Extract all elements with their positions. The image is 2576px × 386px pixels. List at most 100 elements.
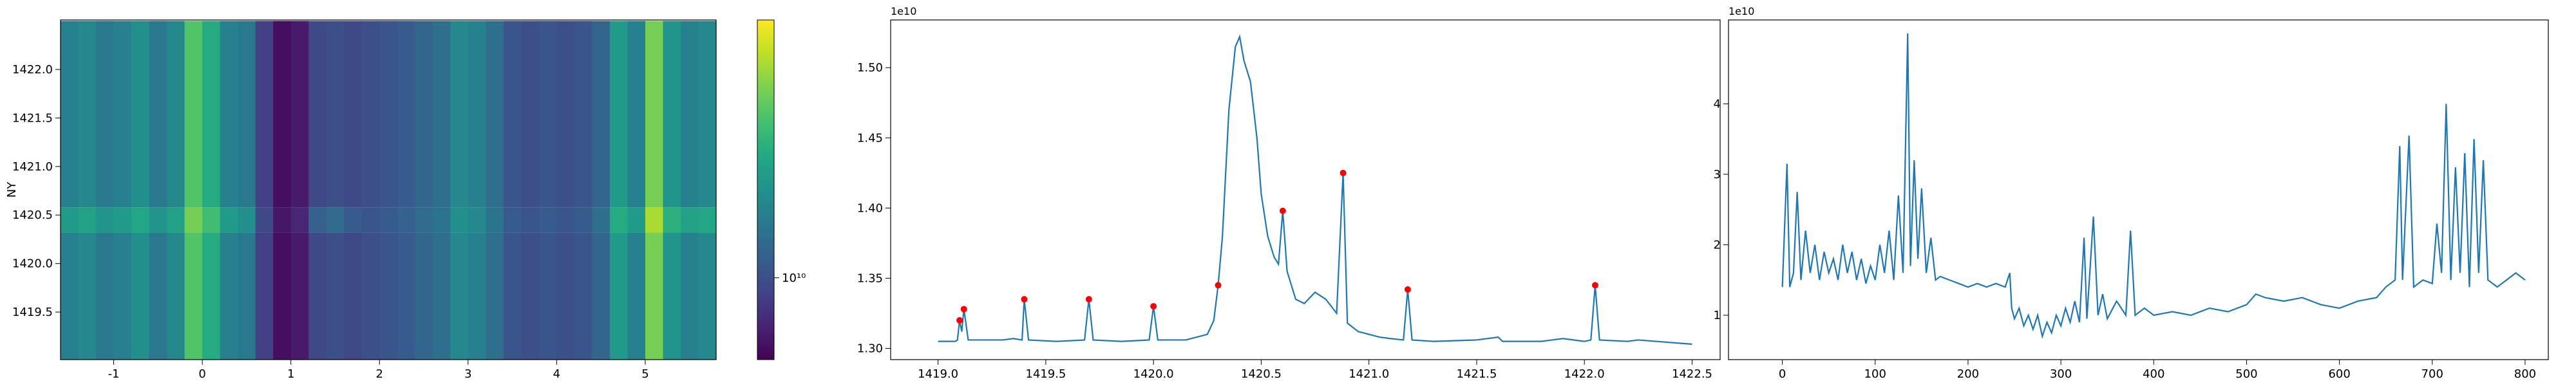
peak-marker bbox=[960, 306, 967, 313]
heatmap-cell bbox=[78, 232, 97, 360]
heatmap-cell bbox=[432, 207, 451, 233]
heatmap-cell bbox=[167, 232, 185, 360]
x-tick-label: 700 bbox=[2421, 367, 2443, 381]
heatmap-cell bbox=[238, 232, 256, 360]
heatmap-cell bbox=[167, 21, 185, 208]
data-line bbox=[938, 34, 1692, 345]
heatmap-cell bbox=[361, 232, 380, 360]
heatmap-cell bbox=[96, 232, 115, 360]
heatmap-cell bbox=[592, 21, 611, 208]
heatmap-cell bbox=[113, 207, 132, 233]
y-tick-label: 1.45 bbox=[857, 131, 883, 145]
heatmap-cell bbox=[609, 207, 628, 233]
heatmap-cell bbox=[415, 207, 433, 233]
peak-marker bbox=[1085, 296, 1092, 303]
heatmap-cell bbox=[521, 21, 540, 208]
heatmap-cell bbox=[663, 207, 681, 233]
heatmap-cell bbox=[556, 232, 575, 360]
heatmap-cell bbox=[415, 232, 433, 360]
heatmap-cell bbox=[538, 21, 557, 208]
heatmap-cell bbox=[680, 21, 699, 208]
x-tick-label: 1419.0 bbox=[918, 367, 958, 381]
x-tick-label: 1420.5 bbox=[1241, 367, 1282, 381]
heatmap-cell bbox=[432, 232, 451, 360]
x-tick-label: 2 bbox=[376, 367, 383, 381]
peak-marker bbox=[956, 317, 963, 324]
heatmap-cell bbox=[255, 207, 274, 233]
y-tick-label: 1.30 bbox=[857, 342, 883, 356]
peak-marker bbox=[1591, 282, 1598, 289]
heatmap-cell bbox=[113, 21, 132, 208]
y-tick-label: 3 bbox=[1714, 168, 1721, 181]
heatmap-cell bbox=[698, 21, 716, 208]
x-tick-label: 200 bbox=[1957, 367, 1979, 381]
y-tick-label: 1.40 bbox=[857, 201, 883, 215]
heatmap-cell bbox=[96, 207, 115, 233]
y-tick-label: 1420.0 bbox=[12, 257, 53, 271]
heatmap-cell bbox=[78, 21, 97, 208]
heatmap-cell bbox=[609, 232, 628, 360]
y-tick-label: 1419.5 bbox=[12, 306, 53, 319]
heatmap-cell bbox=[468, 21, 486, 208]
peak-marker bbox=[1215, 282, 1222, 289]
heatmap-cell bbox=[326, 232, 345, 360]
heatmap-cell bbox=[361, 207, 380, 233]
heatmap-cell bbox=[698, 207, 716, 233]
heatmap-cell bbox=[273, 21, 292, 208]
heatmap-cell bbox=[397, 21, 415, 208]
heatmap-cell bbox=[592, 232, 611, 360]
heatmap-cell bbox=[468, 232, 486, 360]
heatmap-cell bbox=[663, 21, 681, 208]
heatmap-cell bbox=[556, 207, 575, 233]
x-tick-label: 600 bbox=[2328, 367, 2350, 381]
heatmap-cell bbox=[486, 207, 504, 233]
x-tick-label: 1422.5 bbox=[1672, 367, 1712, 381]
offset-text: 1e10 bbox=[891, 5, 916, 17]
heatmap-cell bbox=[663, 232, 681, 360]
heatmap-cell bbox=[344, 207, 363, 233]
heatmap-cell bbox=[468, 207, 486, 233]
x-tick-label: 1422.0 bbox=[1564, 367, 1605, 381]
heatmap-cell bbox=[308, 21, 327, 208]
heatmap-cell bbox=[503, 207, 522, 233]
heatmap-cell bbox=[61, 232, 79, 360]
heatmap-cell bbox=[503, 232, 522, 360]
y-tick-label: 1421.5 bbox=[12, 111, 53, 125]
heatmap-cell bbox=[574, 21, 592, 208]
heatmap-cell bbox=[450, 21, 469, 208]
heatmap-cell bbox=[326, 21, 345, 208]
x-tick-label: 1 bbox=[287, 367, 294, 381]
heatmap-cell bbox=[61, 207, 79, 233]
heatmap-cell bbox=[308, 232, 327, 360]
heatmap-cell bbox=[255, 232, 274, 360]
heatmap-cell bbox=[273, 207, 292, 233]
y-tick-label: 1422.0 bbox=[12, 63, 53, 77]
x-tick-label: 1419.5 bbox=[1025, 367, 1066, 381]
heatmap-cell bbox=[184, 232, 203, 360]
heatmap-cell bbox=[61, 21, 79, 208]
heatmap-cell bbox=[574, 232, 592, 360]
heatmap-cell bbox=[113, 232, 132, 360]
heatmap-cell bbox=[627, 207, 646, 233]
heatmap-cell bbox=[255, 21, 274, 208]
x-tick-label: 0 bbox=[198, 367, 205, 381]
heatmap-cell bbox=[627, 232, 646, 360]
heatmap-cell bbox=[184, 21, 203, 208]
y-tick-label: 1420.5 bbox=[12, 208, 53, 222]
heatmap-cell bbox=[344, 21, 363, 208]
heatmap-cell bbox=[202, 21, 221, 208]
axes-frame bbox=[890, 19, 1721, 360]
heatmap-cell bbox=[556, 21, 575, 208]
heatmap-cell bbox=[167, 207, 185, 233]
heatmap-cell bbox=[450, 207, 469, 233]
heatmap-cell bbox=[326, 207, 345, 233]
x-tick-label: 400 bbox=[2143, 367, 2164, 381]
heatmap-cell bbox=[486, 21, 504, 208]
heatmap-cell bbox=[397, 207, 415, 233]
x-tick-label: 4 bbox=[553, 367, 560, 381]
heatmap-cell bbox=[379, 207, 398, 233]
heatmap-cell bbox=[238, 207, 256, 233]
peak-marker bbox=[1404, 286, 1411, 293]
x-tick-label: -1 bbox=[108, 367, 120, 381]
